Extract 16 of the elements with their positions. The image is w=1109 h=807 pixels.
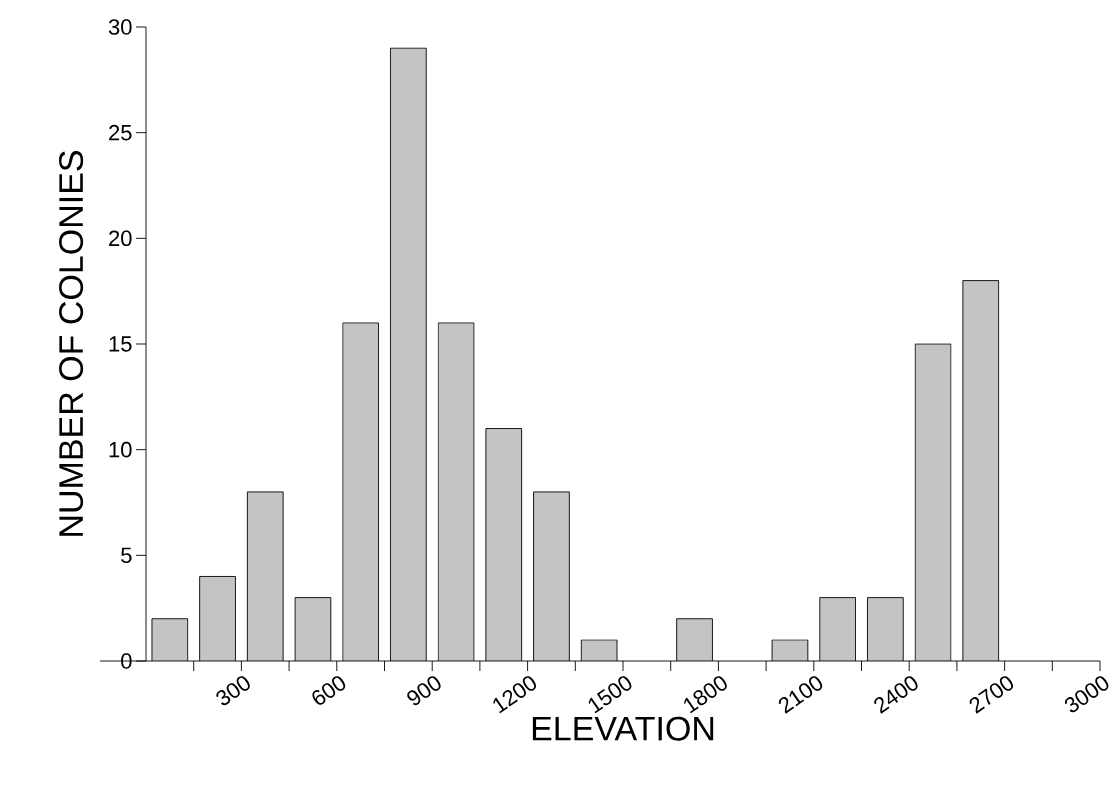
x-tick-label: 3000 <box>1064 676 1109 713</box>
y-tick-label: 5 <box>121 547 132 564</box>
y-tick-label: 0 <box>121 653 132 669</box>
y-tick-label: 30 <box>108 19 132 35</box>
x-tick-label: 300 <box>216 676 250 706</box>
y-tick-label: 25 <box>109 124 132 141</box>
x-axis-title: ELEVATION <box>532 716 714 741</box>
x-tick-label: 900 <box>407 676 441 706</box>
y-tick-label: 20 <box>109 230 132 247</box>
x-tick-label: 1500 <box>588 676 632 714</box>
y-tick-label: 15 <box>109 336 132 352</box>
x-tick-label: 600 <box>312 676 346 705</box>
y-axis-title: NUMBER OF COLONIES <box>59 151 84 536</box>
x-tick-label: 1800 <box>684 676 727 714</box>
y-tick-label: 10 <box>109 441 132 458</box>
x-tick-label: 1200 <box>493 676 536 714</box>
